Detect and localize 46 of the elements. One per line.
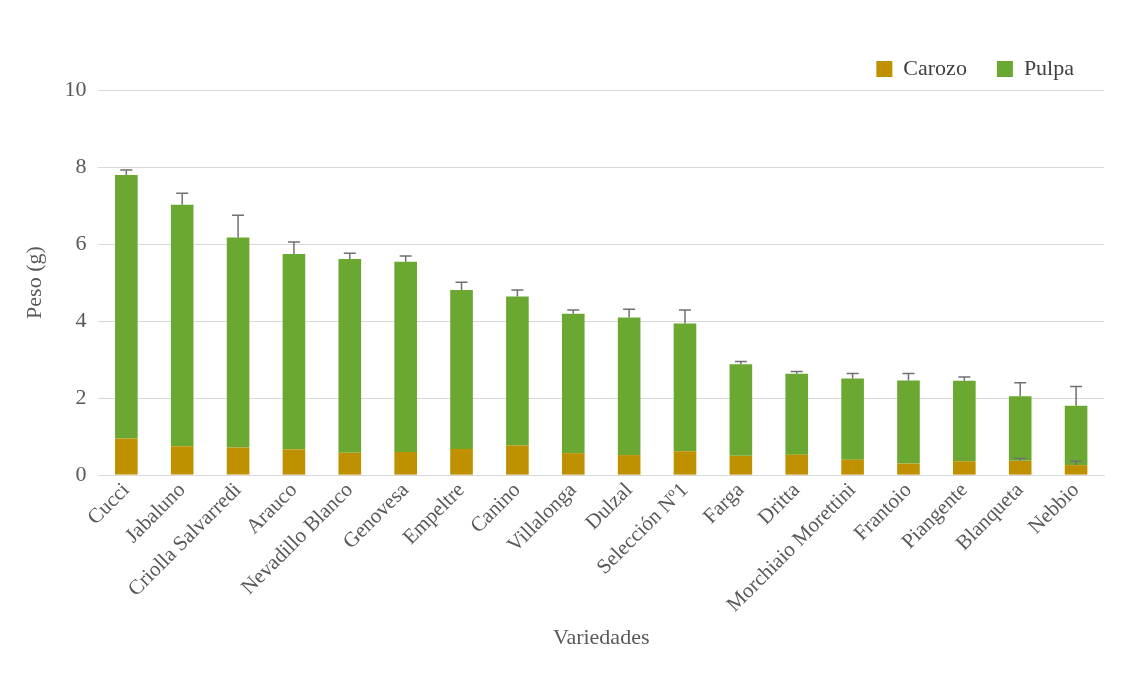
bar — [338, 259, 362, 453]
bar — [785, 373, 809, 455]
bar — [450, 448, 473, 475]
bar — [282, 254, 306, 450]
y-tick-label: 10 — [64, 75, 87, 101]
bar — [394, 452, 417, 475]
bar — [1064, 405, 1088, 466]
bar — [394, 261, 417, 453]
bar — [841, 459, 864, 475]
y-tick-label: 4 — [75, 306, 87, 332]
bar — [226, 447, 250, 475]
bar — [170, 204, 194, 447]
bar — [729, 364, 753, 456]
bar — [729, 455, 753, 475]
y-tick-label: 0 — [75, 460, 87, 486]
bar — [617, 317, 641, 456]
bar — [561, 313, 585, 454]
bar — [673, 323, 697, 452]
legend-label: Pulpa — [1023, 54, 1075, 80]
bar — [506, 296, 529, 446]
bar — [282, 449, 306, 475]
bar — [561, 453, 585, 475]
bar — [1008, 460, 1032, 475]
y-tick-label: 6 — [75, 229, 87, 255]
legend-label: Carozo — [903, 54, 967, 80]
bar — [1008, 396, 1032, 461]
bar — [673, 451, 697, 475]
bar — [506, 445, 529, 475]
bar — [953, 380, 976, 462]
bar — [226, 237, 250, 448]
bar — [841, 378, 864, 460]
bar — [785, 454, 809, 475]
y-tick-label: 2 — [75, 383, 87, 409]
bar — [897, 463, 920, 475]
bar — [115, 175, 138, 439]
bar — [1064, 465, 1088, 475]
y-axis-title: Peso (g) — [20, 246, 46, 319]
x-axis-title: Variedades — [552, 623, 650, 649]
bar — [953, 461, 976, 475]
bar — [897, 380, 920, 464]
bar — [170, 446, 194, 475]
bar — [450, 289, 473, 449]
bar — [338, 452, 362, 475]
y-tick-label: 8 — [75, 152, 87, 178]
bar — [115, 438, 138, 475]
bar — [617, 455, 641, 475]
